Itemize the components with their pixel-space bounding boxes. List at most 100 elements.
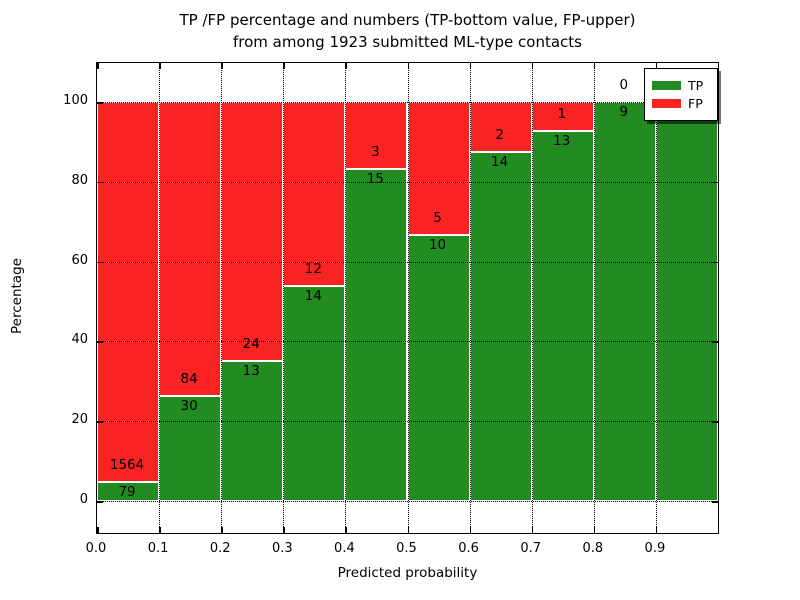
chart-title-line1: TP /FP percentage and numbers (TP-bottom… bbox=[179, 11, 636, 29]
tp-count-label: 30 bbox=[180, 398, 198, 414]
tp-count-label: 14 bbox=[304, 288, 322, 305]
y-tick-mark-right bbox=[712, 261, 718, 264]
y-tick-mark-right bbox=[712, 181, 718, 184]
bar-segment-tp bbox=[221, 360, 284, 501]
x-tick-mark bbox=[469, 527, 472, 533]
bar-segment-tp bbox=[407, 235, 470, 501]
plot-area bbox=[96, 62, 719, 534]
vertical-gridline bbox=[593, 63, 595, 533]
vertical-gridline bbox=[283, 63, 285, 533]
x-axis-label: Predicted probability bbox=[337, 565, 478, 581]
x-tick-mark-top bbox=[221, 63, 223, 69]
x-tick-label: 0.1 bbox=[147, 541, 169, 556]
fp-count-label: 0 bbox=[619, 77, 629, 93]
x-tick-label: 0.3 bbox=[271, 541, 293, 556]
legend: TP FP bbox=[644, 68, 718, 121]
fp-count-label: 24 bbox=[242, 335, 260, 352]
x-tick-label: 0.7 bbox=[520, 541, 542, 556]
fp-color-swatch bbox=[652, 99, 681, 108]
y-tick-mark-right bbox=[712, 501, 718, 503]
x-tick-mark-top bbox=[469, 63, 472, 69]
bar-segment-tp bbox=[283, 286, 346, 501]
bar-segment-tp bbox=[97, 481, 160, 501]
horizontal-gridline bbox=[97, 181, 718, 183]
y-tick-mark bbox=[97, 261, 103, 264]
y-tick-mark-right bbox=[712, 421, 718, 423]
y-tick-label: 40 bbox=[71, 332, 88, 348]
tp-count-label: 79 bbox=[118, 483, 136, 500]
tp-color-swatch bbox=[652, 81, 681, 90]
y-tick-mark bbox=[97, 341, 103, 343]
x-tick-mark bbox=[283, 527, 285, 533]
bar-segment-tp bbox=[655, 102, 718, 501]
x-tick-mark bbox=[593, 527, 596, 533]
bar-segment-fp bbox=[221, 102, 284, 361]
x-tick-mark-top bbox=[97, 63, 99, 69]
x-tick-label: 0.4 bbox=[334, 541, 355, 556]
chart-title-line2: from among 1923 submitted ML-type contac… bbox=[233, 33, 582, 51]
bar-segment-tp bbox=[159, 396, 222, 501]
fp-count-label: 3 bbox=[371, 143, 380, 160]
y-tick-mark-right bbox=[712, 341, 718, 343]
tp-count-label: 9 bbox=[619, 104, 629, 120]
legend-label-tp: TP bbox=[688, 78, 704, 93]
y-tick-mark bbox=[97, 181, 103, 184]
x-tick-mark-top bbox=[531, 63, 534, 69]
bar-segment-fp bbox=[407, 102, 470, 235]
fp-count-label: 84 bbox=[180, 371, 198, 387]
bar-segment-tp bbox=[593, 102, 656, 501]
legend-label-fp: FP bbox=[688, 96, 703, 111]
x-tick-mark bbox=[655, 527, 658, 533]
vertical-gridline bbox=[221, 63, 223, 533]
vertical-gridline bbox=[469, 63, 471, 533]
horizontal-gridline bbox=[97, 421, 718, 423]
x-tick-mark-top bbox=[407, 63, 409, 69]
vertical-gridline bbox=[531, 63, 533, 533]
fp-count-label: 5 bbox=[433, 210, 442, 226]
fp-count-label: 1 bbox=[557, 105, 567, 122]
legend-entry-tp: TP bbox=[645, 79, 717, 92]
horizontal-gridline bbox=[97, 102, 718, 103]
tp-count-label: 10 bbox=[428, 237, 447, 253]
tp-count-label: 15 bbox=[366, 170, 385, 187]
horizontal-gridline bbox=[97, 341, 718, 343]
vertical-gridline bbox=[655, 63, 657, 533]
x-tick-mark bbox=[97, 527, 99, 533]
x-tick-mark-top bbox=[345, 63, 347, 69]
y-axis-label: Percentage bbox=[9, 258, 25, 334]
y-tick-label: 80 bbox=[71, 172, 88, 188]
horizontal-gridline bbox=[97, 501, 718, 502]
x-tick-label: 0.5 bbox=[396, 541, 417, 556]
fp-count-label: 12 bbox=[304, 261, 322, 278]
x-tick-mark bbox=[345, 527, 347, 533]
tp-count-label: 13 bbox=[242, 362, 260, 379]
y-tick-label: 0 bbox=[79, 492, 88, 507]
bar-segment-fp bbox=[97, 102, 160, 482]
x-tick-mark bbox=[407, 527, 409, 533]
horizontal-gridline bbox=[97, 261, 718, 263]
bar-segment-tp bbox=[531, 130, 594, 501]
x-tick-mark-top bbox=[655, 63, 658, 69]
x-tick-label: 0.6 bbox=[458, 541, 479, 556]
x-tick-mark bbox=[221, 527, 223, 533]
x-tick-mark bbox=[531, 527, 534, 533]
bar-segment-fp bbox=[345, 102, 408, 169]
x-tick-mark-top bbox=[593, 63, 596, 69]
x-tick-mark-top bbox=[159, 63, 161, 69]
y-tick-label: 100 bbox=[63, 93, 88, 108]
fp-count-label: 1564 bbox=[109, 456, 145, 473]
y-tick-mark bbox=[97, 102, 103, 104]
vertical-gridline bbox=[159, 63, 161, 533]
fp-count-label: 2 bbox=[495, 126, 504, 143]
vertical-gridline bbox=[407, 63, 409, 533]
x-tick-mark bbox=[159, 527, 161, 533]
tp-count-label: 14 bbox=[491, 153, 509, 170]
x-tick-label: 0.9 bbox=[644, 541, 666, 556]
x-tick-label: 0.0 bbox=[85, 541, 107, 556]
y-tick-mark bbox=[97, 501, 103, 503]
bar-segment-fp bbox=[283, 102, 346, 287]
vertical-gridline bbox=[345, 63, 347, 533]
x-tick-label: 0.8 bbox=[582, 541, 604, 556]
y-tick-label: 20 bbox=[71, 412, 88, 428]
